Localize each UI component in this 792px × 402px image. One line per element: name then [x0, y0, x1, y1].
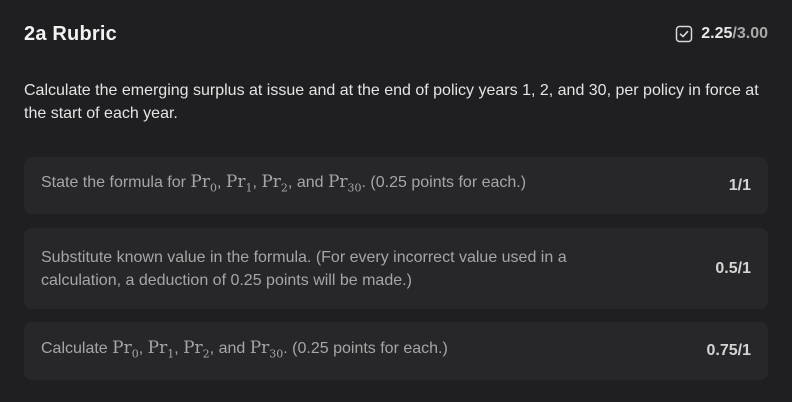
math-term: Pr0: [112, 337, 139, 361]
rubric-score: 2.25/3.00: [675, 25, 768, 43]
criterion-points: 0.75/1: [706, 342, 751, 359]
criterion-item: Calculate Pr0, Pr1, Pr2, and Pr30. (0.25…: [24, 322, 768, 380]
criterion-points: 0.5/1: [715, 259, 751, 277]
math-term: Pr1: [147, 337, 175, 361]
math-term: Pr30: [327, 172, 362, 195]
criterion-text: Calculate Pr0, Pr1, Pr2, and Pr30. (0.25…: [41, 337, 448, 361]
math-term: Pr1: [225, 172, 253, 195]
criterion-prefix: Calculate: [41, 339, 113, 357]
criterion-item: State the formula for Pr0, Pr1, Pr2, and…: [24, 157, 768, 214]
criterion-suffix: . (0.25 points for each.): [361, 174, 527, 192]
score-earned: 2.25: [701, 25, 733, 42]
question-text: Calculate the emerging surplus at issue …: [24, 82, 759, 122]
rubric-header: 2a Rubric 2.25/3.00: [24, 20, 768, 48]
criterion-suffix: . (0.25 points for each.): [283, 339, 448, 357]
checkbox-checked-icon: [675, 25, 693, 43]
criterion-item: Substitute known value in the formula. (…: [24, 228, 768, 309]
criterion-points: 1/1: [728, 176, 751, 194]
rubric-title: 2a Rubric: [24, 22, 117, 45]
criterion-text: State the formula for Pr0, Pr1, Pr2, and…: [41, 172, 527, 195]
math-term: Pr30: [249, 337, 284, 361]
score-total: /3.00: [732, 25, 768, 42]
math-term: Pr2: [261, 172, 288, 195]
criterion-text: Substitute known value in the formula. (…: [41, 248, 567, 289]
math-term: Pr2: [183, 337, 210, 361]
math-term: Pr0: [190, 172, 217, 195]
criterion-prefix: State the formula for: [41, 174, 191, 192]
